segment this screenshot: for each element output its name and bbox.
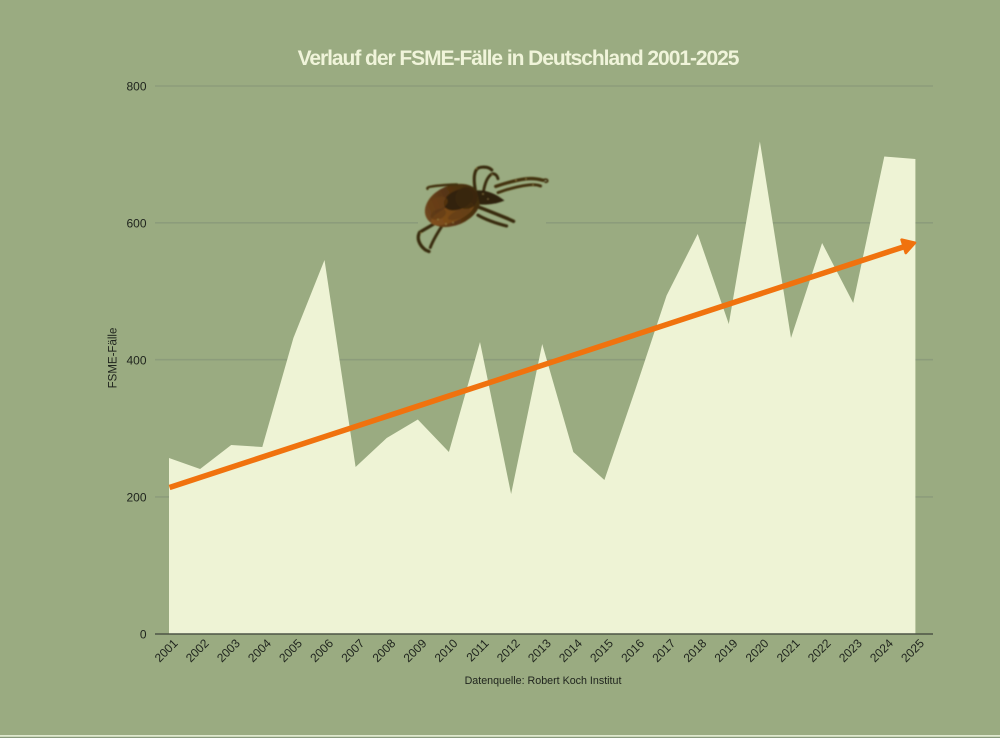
svg-text:FSME-Fälle: FSME-Fälle [108,328,120,389]
svg-text:Verlauf der FSME-Fälle in Deut: Verlauf der FSME-Fälle in Deutschland 20… [298,47,740,70]
svg-text:800: 800 [126,80,146,94]
svg-text:200: 200 [126,491,146,505]
svg-text:400: 400 [126,354,146,368]
svg-text:Datenquelle: Robert Koch Insti: Datenquelle: Robert Koch Institut [465,675,622,687]
svg-text:0: 0 [140,628,147,642]
svg-text:600: 600 [126,217,146,231]
